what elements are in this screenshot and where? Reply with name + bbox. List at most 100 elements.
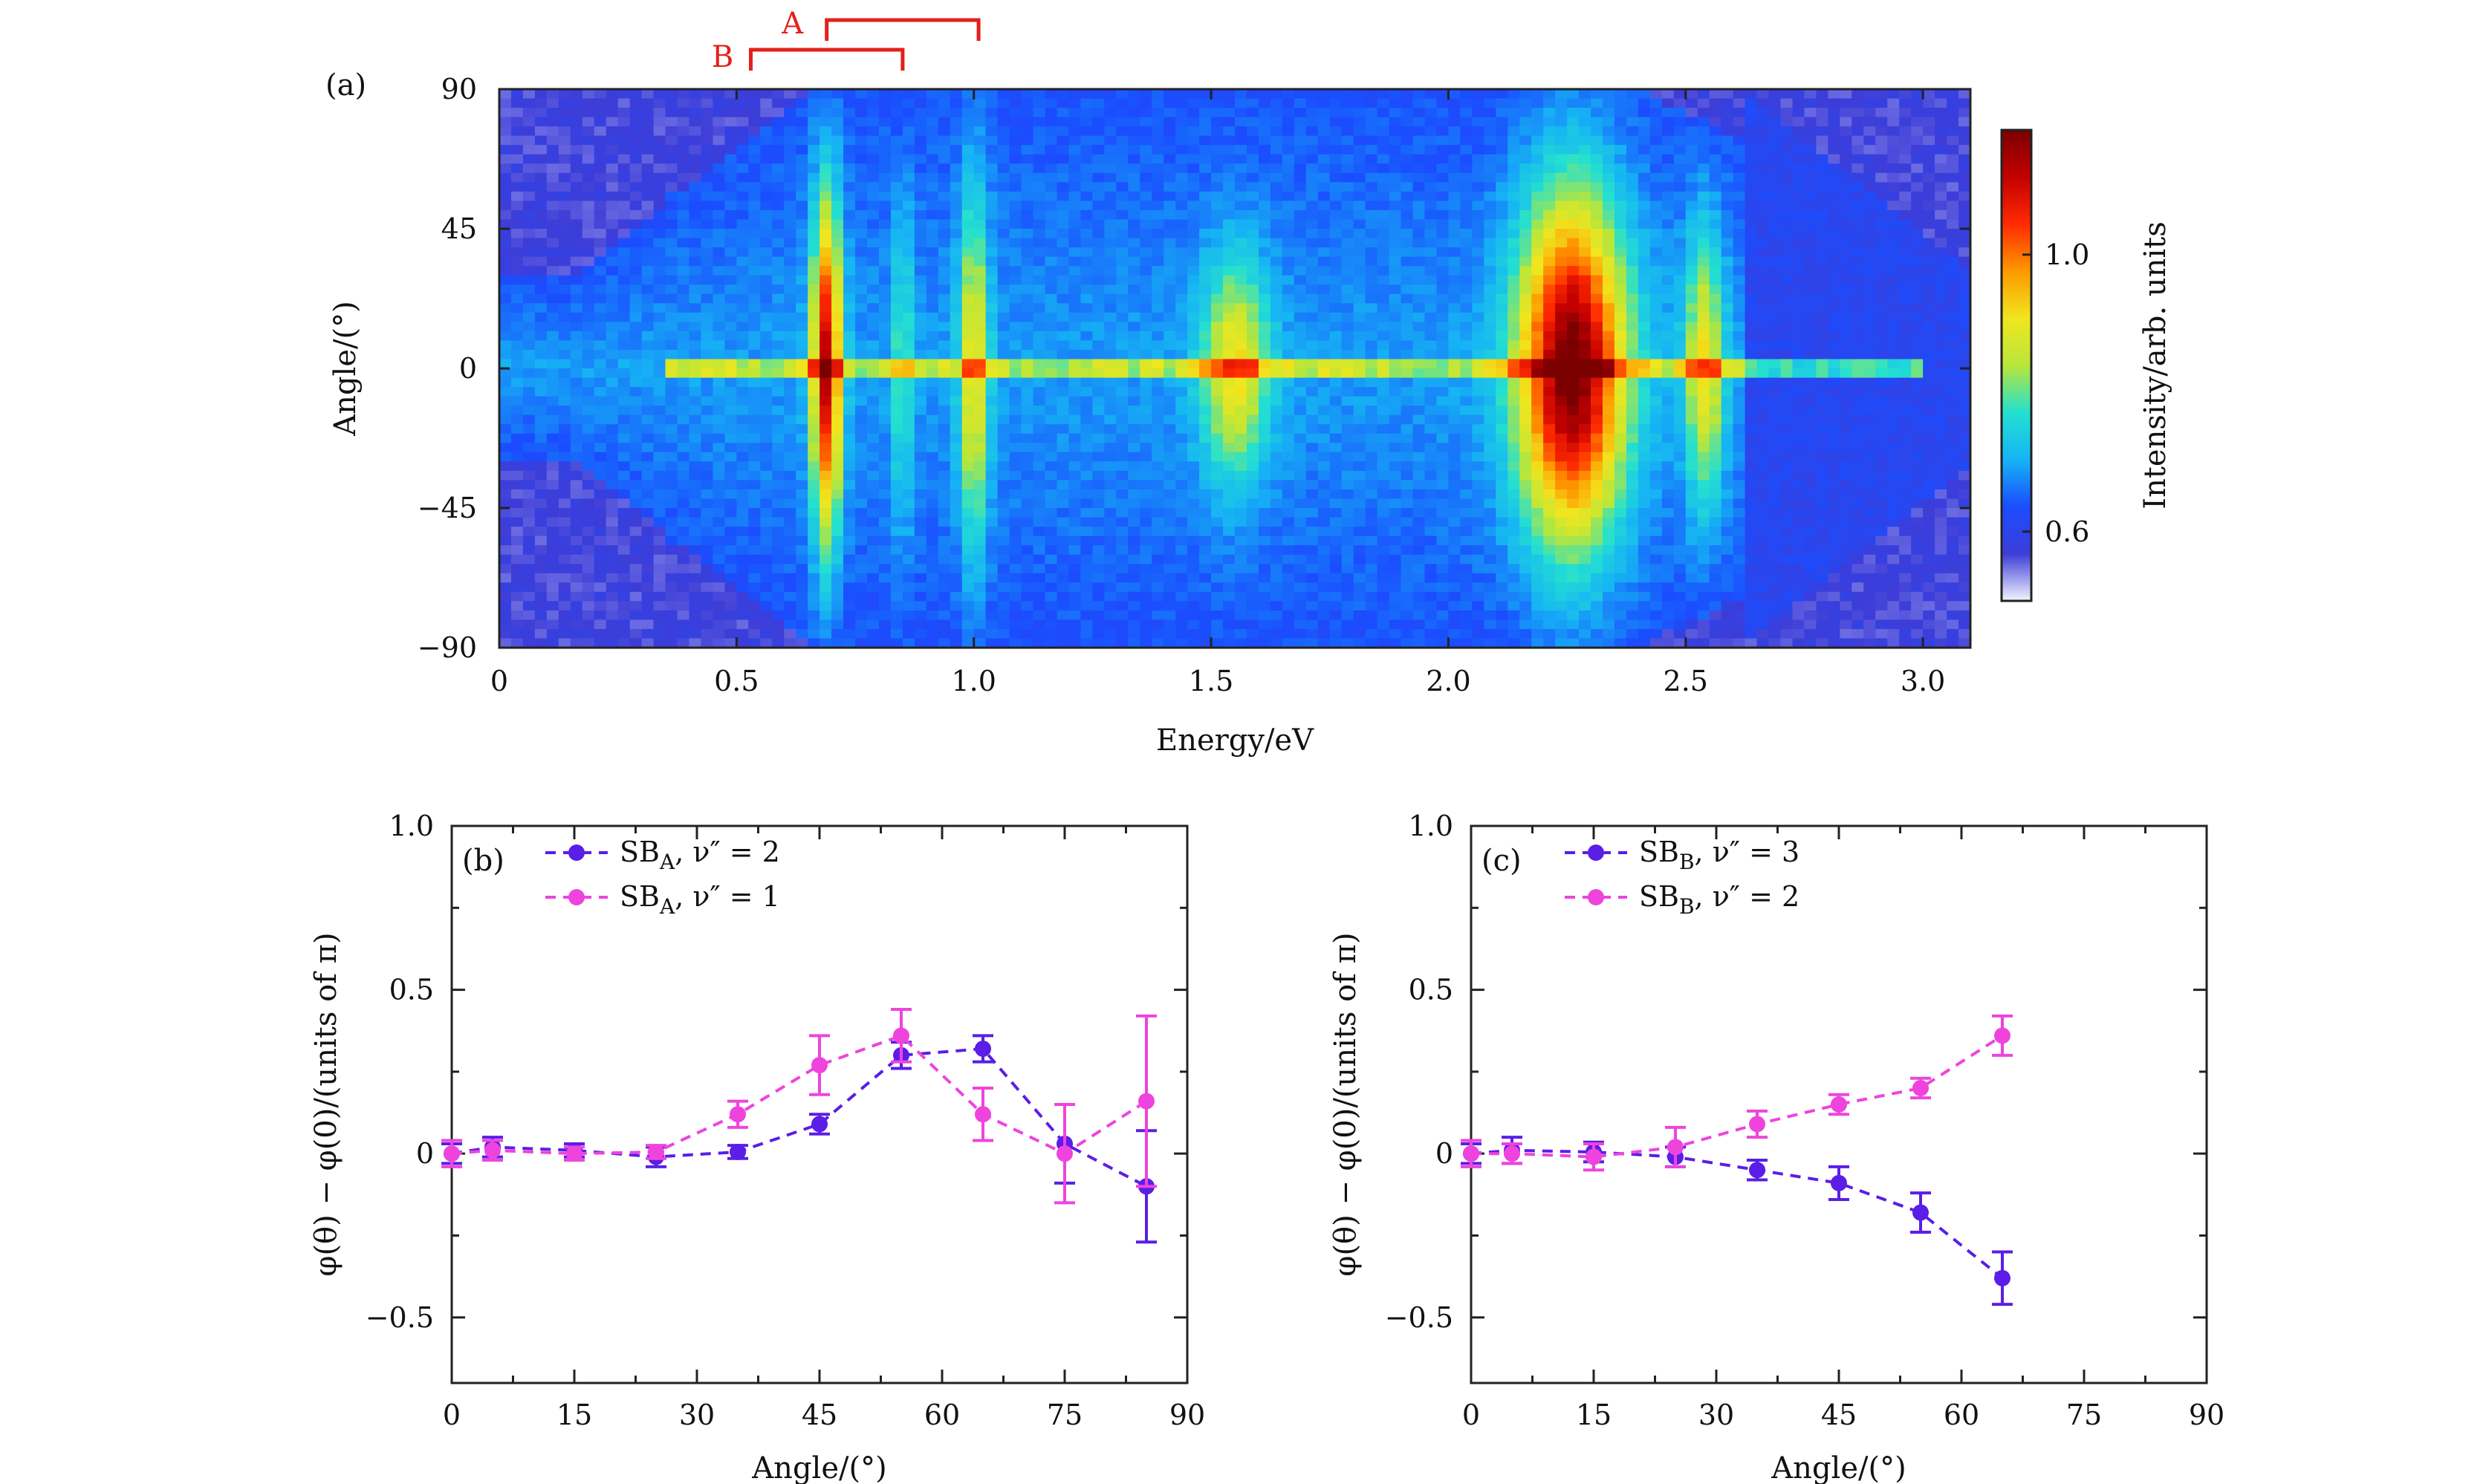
- heatmap-cell: [606, 331, 619, 341]
- heatmap-cell: [1116, 322, 1129, 332]
- heatmap-cell: [902, 508, 915, 518]
- heatmap-cell: [843, 368, 856, 379]
- heatmap-cell: [1187, 126, 1200, 137]
- heatmap-cell: [1246, 312, 1259, 322]
- heatmap-cell: [1021, 452, 1034, 462]
- heatmap-cell: [997, 582, 1010, 593]
- heatmap-cell: [499, 638, 512, 648]
- heatmap-cell: [1223, 349, 1236, 360]
- heatmap-cell: [629, 638, 643, 648]
- heatmap-cell: [1116, 554, 1129, 564]
- heatmap-cell: [902, 117, 915, 127]
- heatmap-cell: [914, 266, 927, 276]
- heatmap-cell: [1235, 182, 1247, 192]
- heatmap-cell: [1223, 424, 1236, 435]
- heatmap-cell: [1175, 256, 1188, 267]
- heatmap-cell: [558, 182, 571, 192]
- heatmap-cell: [1472, 209, 1484, 221]
- heatmap-cell: [772, 219, 785, 230]
- heatmap-cell: [1092, 536, 1105, 546]
- heatmap-cell: [1068, 135, 1082, 146]
- heatmap-cell: [1175, 508, 1188, 518]
- heatmap-cell: [1389, 461, 1402, 472]
- heatmap-cell: [594, 536, 607, 546]
- heatmap-cell: [1175, 573, 1188, 583]
- heatmap-cell: [820, 564, 832, 574]
- heatmap-cell: [926, 601, 939, 611]
- heatmap-cell: [1305, 247, 1319, 258]
- heatmap-cell: [701, 191, 714, 201]
- heatmap-cell: [1092, 293, 1105, 304]
- heatmap-cell: [1152, 135, 1164, 146]
- heatmap-cell: [902, 238, 915, 248]
- heatmap-cell: [985, 414, 999, 425]
- heatmap-cell: [641, 154, 655, 164]
- heatmap-cell: [629, 256, 643, 267]
- heatmap-cell: [973, 98, 987, 108]
- heatmap-cell: [1317, 508, 1331, 518]
- heatmap-cell: [1045, 312, 1058, 322]
- heatmap-cell: [1021, 108, 1034, 118]
- heatmap-cell: [796, 573, 808, 583]
- heatmap-cell: [1412, 312, 1426, 322]
- heatmap-cell: [1140, 238, 1152, 248]
- heatmap-cell: [653, 489, 666, 500]
- heatmap-cell: [1412, 238, 1426, 248]
- heatmap-cell: [1305, 349, 1319, 360]
- heatmap-cell: [1294, 508, 1307, 518]
- heatmap-cell: [902, 219, 915, 230]
- heatmap-cell: [1365, 229, 1378, 239]
- heatmap-cell: [1294, 628, 1307, 640]
- heatmap-cell: [546, 145, 559, 155]
- heatmap-cell: [855, 470, 868, 481]
- heatmap-cell: [878, 396, 892, 406]
- heatmap-cell: [914, 238, 927, 248]
- heatmap-cell: [1175, 628, 1188, 640]
- heatmap-cell: [1068, 229, 1082, 239]
- heatmap-cell: [808, 126, 820, 137]
- heatmap-cell: [570, 554, 583, 564]
- heatmap-cell: [831, 527, 844, 537]
- heatmap-cell: [736, 312, 749, 322]
- heatmap-cell: [736, 303, 749, 313]
- heatmap-cell: [1294, 470, 1307, 481]
- heatmap-cell: [1353, 508, 1366, 518]
- heatmap-cell: [1294, 443, 1307, 453]
- heatmap-cell: [1341, 545, 1354, 556]
- heatmap-cell: [985, 591, 999, 602]
- heatmap-cell: [772, 489, 785, 500]
- heatmap-cell: [1401, 340, 1414, 351]
- heatmap-cell: [1235, 610, 1247, 620]
- heatmap-cell: [1258, 545, 1271, 556]
- heatmap-cell: [1294, 322, 1307, 332]
- heatmap-cell: [1389, 452, 1402, 462]
- heatmap-cell: [1460, 610, 1473, 620]
- heatmap-cell: [1365, 349, 1378, 360]
- heatmap-cell: [796, 182, 808, 192]
- heatmap-cell: [653, 424, 666, 435]
- heatmap-cell: [582, 480, 595, 490]
- heatmap-cell: [748, 564, 761, 574]
- heatmap-cell: [1187, 527, 1200, 537]
- heatmap-cell: [653, 219, 666, 230]
- heatmap-cell: [855, 209, 868, 221]
- heatmap-cell: [1294, 349, 1307, 360]
- heatmap-cell: [1152, 293, 1164, 304]
- heatmap-cell: [665, 89, 678, 100]
- heatmap-cell: [1068, 406, 1082, 416]
- heatmap-cell: [926, 219, 939, 230]
- heatmap-cell: [582, 396, 595, 406]
- heatmap-cell: [1448, 172, 1461, 183]
- heatmap-cell: [1294, 312, 1307, 322]
- heatmap-cell: [701, 349, 714, 360]
- heatmap-cell: [878, 564, 892, 574]
- heatmap-cell: [914, 126, 927, 137]
- heatmap-cell: [796, 406, 808, 416]
- heatmap-cell: [606, 98, 619, 108]
- heatmap-cell: [1329, 172, 1343, 183]
- heatmap-cell: [558, 145, 571, 155]
- heatmap-cell: [1045, 275, 1058, 285]
- heatmap-cell: [1045, 406, 1058, 416]
- heatmap-cell: [1057, 573, 1070, 583]
- heatmap-cell: [985, 135, 999, 146]
